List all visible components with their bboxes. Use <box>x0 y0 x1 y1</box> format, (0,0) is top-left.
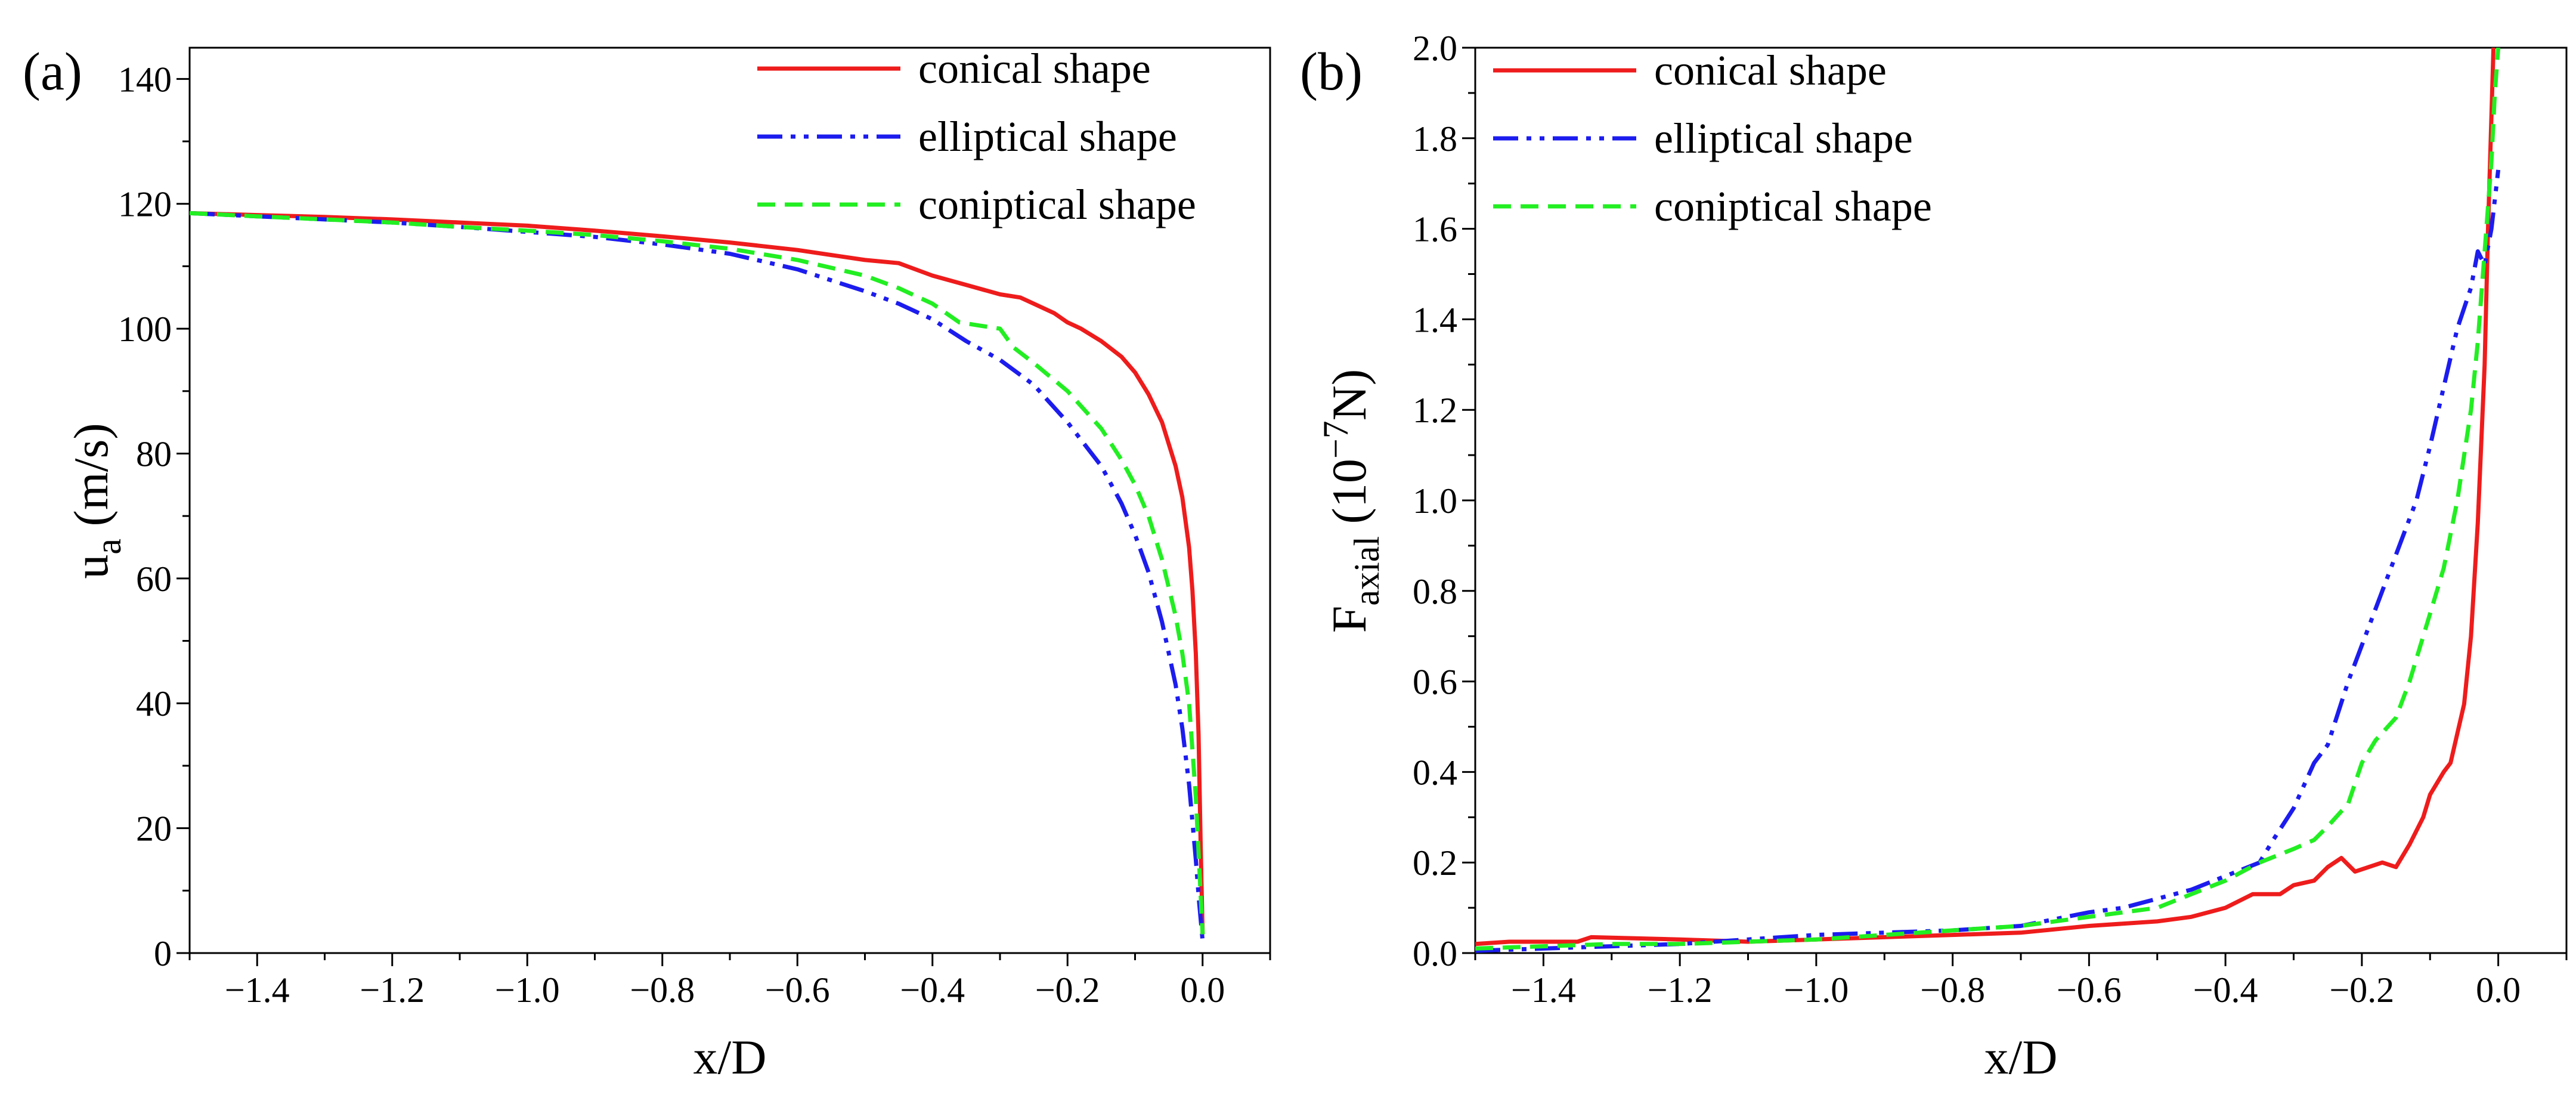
panel-a-y-axis-symbol: u <box>64 555 118 579</box>
y-tick-label: 140 <box>118 60 172 99</box>
panel-a-y-axis-subscript: a <box>89 539 128 555</box>
y-tick-label: 40 <box>136 684 172 723</box>
y-tick-label: 1.6 <box>1413 210 1457 249</box>
series-line-conical-shape <box>1475 48 2496 946</box>
x-tick-label: −0.6 <box>2057 970 2122 1010</box>
y-tick-label: 80 <box>136 434 172 474</box>
x-tick-label: −0.2 <box>1035 970 1100 1010</box>
panel-b-y-axis-symbol: F <box>1322 606 1376 633</box>
x-tick-label: −0.6 <box>765 970 830 1010</box>
x-tick-label: 0.0 <box>2476 970 2521 1010</box>
legend-label: coniptical shape <box>1654 182 1932 230</box>
series-line-elliptical-shape <box>190 211 1205 941</box>
panel-a-legend: conical shape elliptical shape coniptical … <box>757 45 1196 228</box>
y-tick-label: 0.6 <box>1413 663 1457 702</box>
panel-a-x-axis-title: x/D <box>693 1030 767 1084</box>
x-tick-label: −1.2 <box>1648 970 1713 1010</box>
legend-label: elliptical shape <box>918 113 1177 160</box>
panel-b-frame <box>1474 47 2568 954</box>
legend-label: conical shape <box>1654 47 1887 94</box>
panel-b-ticks <box>1462 47 2568 966</box>
y-tick-label: 2.0 <box>1413 29 1457 68</box>
panel-b-tick-labels: −1.4 −1.2 −1.0 −0.8 −0.6 −0.4 −0.2 0.0 0.0 0.2 0.4… <box>1413 29 2521 1010</box>
y-tick-label: 0 <box>154 934 172 973</box>
series-line-coniptical-shape <box>1475 48 2501 951</box>
y-tick-label: 0.8 <box>1413 572 1457 611</box>
panel-a-y-axis-title: ua (m/s) <box>64 423 128 579</box>
y-tick-label: 1.0 <box>1413 481 1457 521</box>
series-line-elliptical-shape <box>1475 169 2501 953</box>
x-tick-label: −0.4 <box>900 970 965 1010</box>
y-tick-label: 0.0 <box>1413 934 1457 973</box>
series-line-conical-shape <box>190 211 1205 935</box>
y-tick-label: 1.2 <box>1413 391 1457 430</box>
panel-b-y-axis-unit-pre: (10 <box>1322 459 1376 536</box>
y-tick-label: 0.4 <box>1413 753 1457 792</box>
panel-b: (b) −1.4 −1.2 −1.0 −0.8 −0.6 −0.4 −0.2 0.0 0.0 0.… <box>1300 29 2568 1084</box>
y-tick-label: 100 <box>118 310 172 349</box>
panel-b-y-axis-subscript: axial <box>1347 536 1386 606</box>
x-tick-label: −0.2 <box>2329 970 2394 1010</box>
panel-b-legend: conical shape elliptical shape coniptical … <box>1493 47 1932 230</box>
panel-b-label: (b) <box>1300 42 1363 101</box>
legend-label: conical shape <box>918 45 1151 92</box>
series-line-coniptical-shape <box>190 211 1205 935</box>
panel-a-tick-labels: −1.4 −1.2 −1.0 −0.8 −0.6 −0.4 −0.2 0.0 0 20 40 60 80… <box>118 60 1225 1010</box>
y-tick-label: 1.8 <box>1413 119 1457 159</box>
y-tick-label: 1.4 <box>1413 300 1457 339</box>
legend-label: coniptical shape <box>918 181 1196 228</box>
panel-a-y-axis-unit: (m/s) <box>64 423 118 539</box>
panel-b-x-axis-title: x/D <box>1984 1030 2058 1084</box>
x-tick-label: −1.2 <box>360 970 425 1010</box>
x-tick-label: −1.4 <box>1511 970 1576 1010</box>
x-tick-label: −1.0 <box>1784 970 1849 1010</box>
panel-a: (a) −1.4 −1.2 −1.0 −0.8 −0.6 −0.4 −0.2 0.0 0 20 40… <box>23 42 1271 1084</box>
legend-label: elliptical shape <box>1654 115 1913 162</box>
panel-b-y-axis-superscript: −7 <box>1316 420 1355 459</box>
y-tick-label: 120 <box>118 185 172 224</box>
y-tick-label: 20 <box>136 809 172 849</box>
x-tick-label: −0.8 <box>1920 970 1985 1010</box>
panel-b-series <box>1475 48 2501 953</box>
panel-a-series <box>190 211 1205 941</box>
x-tick-label: −0.8 <box>630 970 695 1010</box>
panel-b-y-axis-unit-post: N) <box>1322 369 1376 421</box>
x-tick-label: −1.4 <box>225 970 290 1010</box>
x-tick-label: −1.0 <box>495 970 560 1010</box>
x-tick-label: −0.4 <box>2193 970 2258 1010</box>
panel-b-y-axis-title: Faxial (10−7N) <box>1316 369 1386 633</box>
panel-a-ticks <box>177 78 1271 966</box>
y-tick-label: 0.2 <box>1413 843 1457 883</box>
x-tick-label: 0.0 <box>1180 970 1225 1010</box>
panel-a-label: (a) <box>23 42 82 101</box>
y-tick-label: 60 <box>136 559 172 599</box>
